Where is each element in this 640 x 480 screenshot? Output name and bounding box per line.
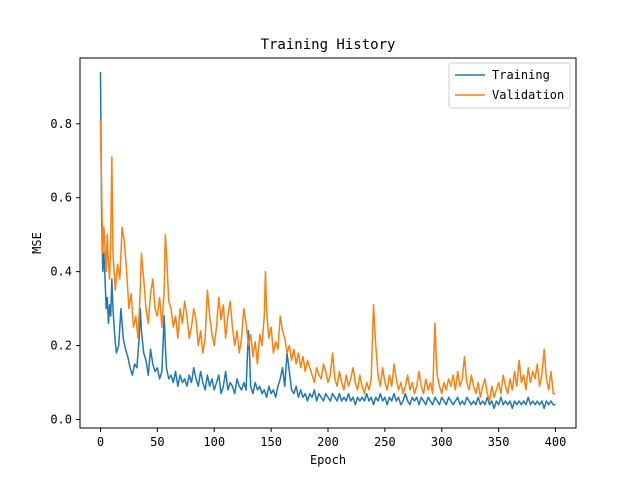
series-line-validation bbox=[99, 120, 556, 402]
chart-title: Training History bbox=[261, 37, 396, 53]
x-tick-label: 250 bbox=[374, 435, 396, 449]
y-tick-label: 0.6 bbox=[50, 191, 72, 205]
x-axis-ticks: 0 50 100 150 200 250 300 350 400 bbox=[97, 428, 567, 449]
x-tick-label: 0 bbox=[97, 435, 104, 449]
legend-training-label: Training bbox=[492, 68, 550, 82]
y-axis-ticks: 0.0 0.2 0.4 0.6 0.8 bbox=[50, 117, 80, 426]
x-tick-label: 150 bbox=[260, 435, 282, 449]
y-tick-label: 0.4 bbox=[50, 265, 72, 279]
x-tick-label: 400 bbox=[545, 435, 567, 449]
x-tick-label: 200 bbox=[317, 435, 339, 449]
x-tick-label: 100 bbox=[203, 435, 225, 449]
y-axis-label: MSE bbox=[30, 232, 44, 254]
legend-validation-label: Validation bbox=[492, 88, 564, 102]
x-tick-label: 350 bbox=[488, 435, 510, 449]
legend: Training Validation bbox=[448, 62, 571, 109]
y-tick-label: 0.2 bbox=[50, 339, 72, 353]
x-axis-label: Epoch bbox=[310, 453, 346, 467]
y-tick-label: 0.0 bbox=[50, 412, 72, 426]
x-tick-label: 300 bbox=[431, 435, 453, 449]
series-layer bbox=[99, 72, 556, 410]
y-tick-label: 0.8 bbox=[50, 117, 72, 131]
series-line-training bbox=[99, 72, 556, 410]
x-tick-label: 50 bbox=[150, 435, 164, 449]
